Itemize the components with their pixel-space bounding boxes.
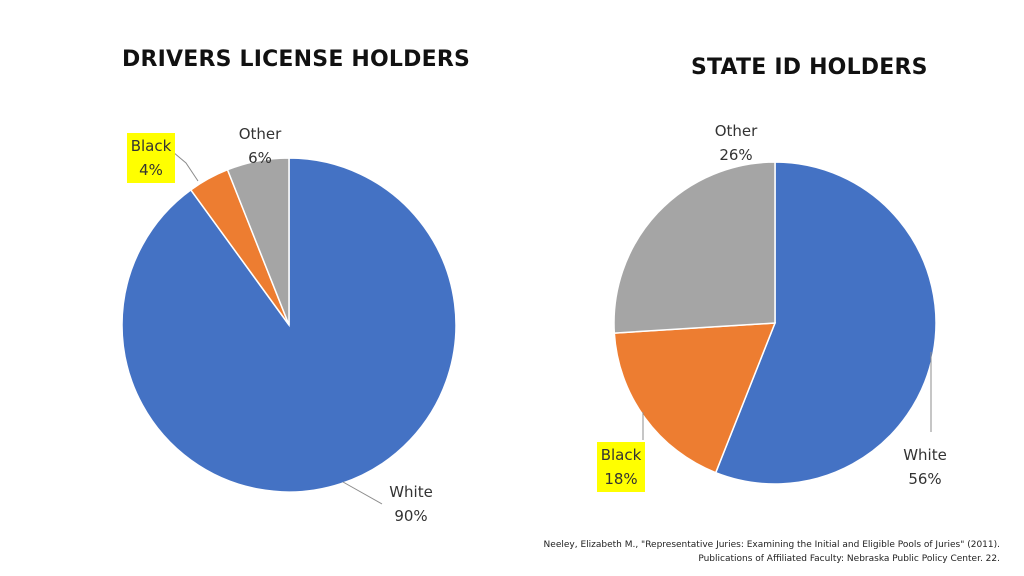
value-label: 26% [719,146,752,164]
category-label: White [903,446,947,464]
data-label-other: Other 26% [715,122,758,164]
chart-title-state-id: STATE ID HOLDERS [691,55,928,80]
leader-line [172,151,199,182]
pie-chart-2 [613,161,937,485]
category-label: Other [715,122,758,140]
data-label-black: Black 4% [127,133,199,183]
data-label-black: Black 18% [597,412,645,492]
data-label-white: White 90% [342,481,433,525]
label-highlight [597,442,645,492]
source-line-2: Publications of Affiliated Faculty: Nebr… [698,554,1000,564]
data-label-other: Other 6% [239,125,282,167]
value-label: 18% [604,470,637,488]
chart-title-drivers-license: DRIVERS LICENSE HOLDERS [122,47,471,72]
value-label: 4% [139,161,163,179]
data-label-white: White 56% [903,352,947,488]
value-label: 56% [908,470,941,488]
value-label: 90% [394,507,427,525]
pie-slice-other [613,161,776,334]
source-line-1: Neeley, Elizabeth M., "Representative Ju… [543,540,1000,550]
pie-slice-black [613,322,777,474]
pie-slice-other [226,157,290,326]
leader-line [342,481,383,505]
category-label: Black [601,446,642,464]
value-label: 6% [248,149,272,167]
category-label: White [389,483,433,501]
pie-chart-1 [121,157,457,493]
label-highlight [127,133,175,183]
source-citation: Neeley, Elizabeth M., "Representative Ju… [544,538,1000,566]
category-label: Other [239,125,282,143]
pie-slice-white [714,161,937,485]
category-label: Black [131,137,172,155]
